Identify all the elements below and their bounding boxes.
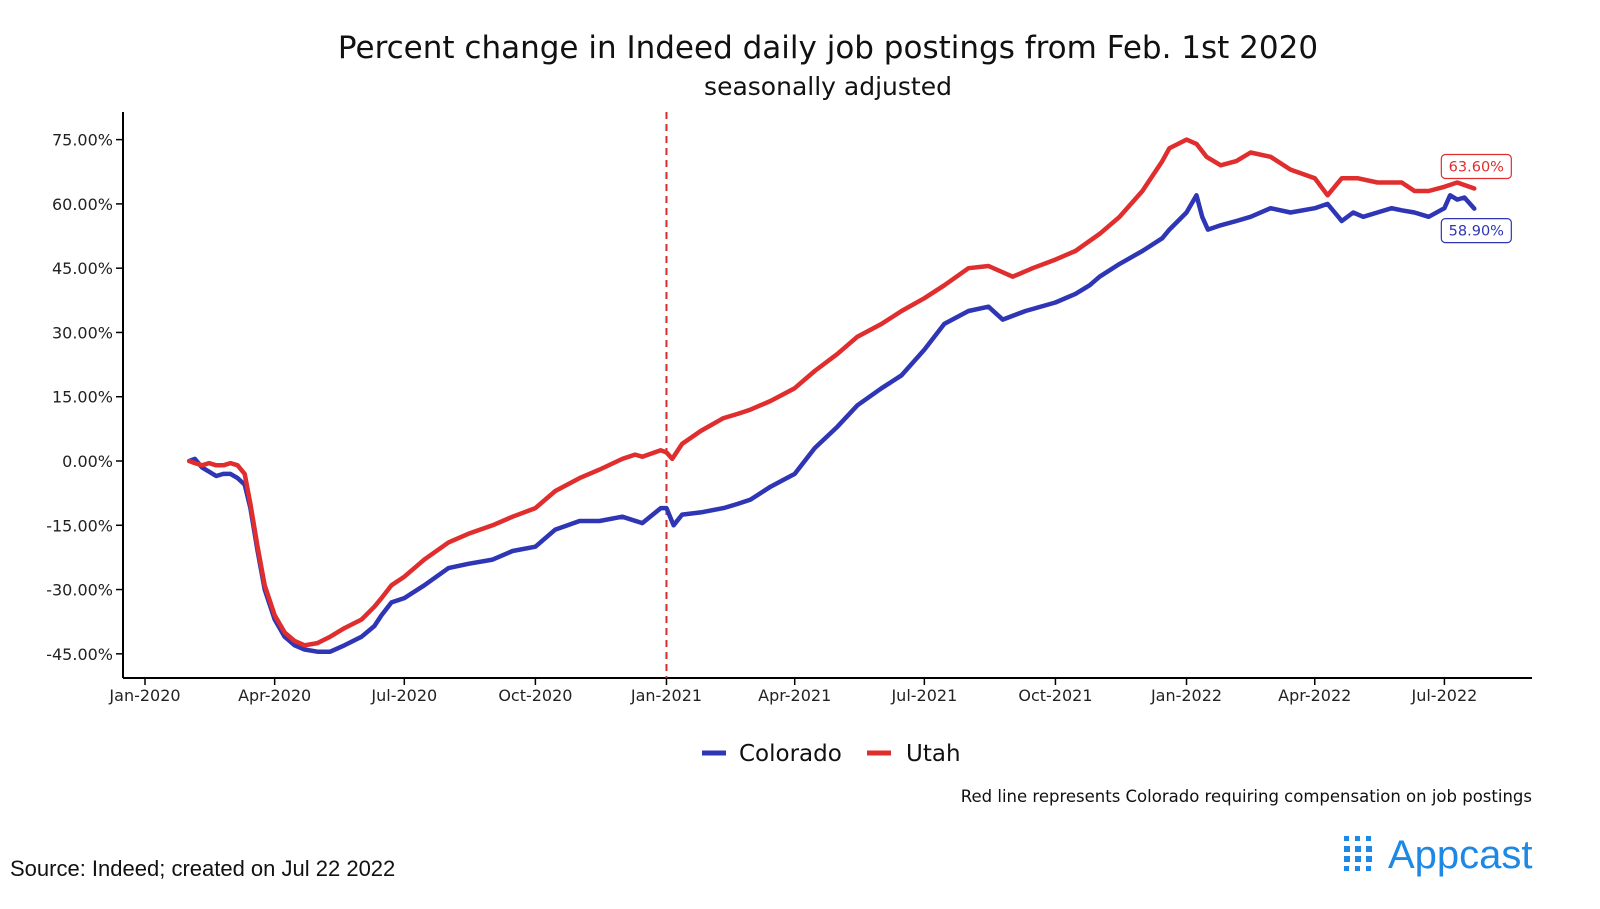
y-tick-label: -15.00% bbox=[46, 516, 113, 535]
brand-logo: Appcast bbox=[1344, 833, 1533, 877]
end-labels: 63.60% 58.90% bbox=[1440, 153, 1512, 244]
y-tick-label: -45.00% bbox=[46, 645, 113, 664]
x-tick-label: Apr-2020 bbox=[238, 686, 311, 705]
x-tick-label: Jul-2020 bbox=[370, 686, 437, 705]
end-label-utah: 63.60% bbox=[1449, 159, 1504, 175]
y-tick-label: 0.00% bbox=[62, 452, 113, 471]
y-axis-ticks: 75.00% 60.00% 45.00% 30.00% 15.00% 0.00% -15.0… bbox=[46, 131, 123, 664]
x-tick-label: Apr-2021 bbox=[758, 686, 831, 705]
legend: Colorado Utah bbox=[702, 741, 961, 767]
x-tick-label: Oct-2020 bbox=[498, 686, 572, 705]
logo-cell bbox=[1355, 836, 1360, 841]
source-text: Source: Indeed; created on Jul 22 2022 bbox=[10, 856, 395, 881]
logo-cell bbox=[1344, 836, 1349, 841]
chart-title: Percent change in Indeed daily job posti… bbox=[338, 30, 1318, 66]
logo-cell bbox=[1344, 866, 1349, 871]
x-tick-label: Jul-2022 bbox=[1411, 686, 1478, 705]
series-line-utah bbox=[186, 137, 1477, 648]
legend-label-colorado: Colorado bbox=[739, 741, 842, 767]
logo-cell bbox=[1366, 856, 1372, 862]
logo-cell bbox=[1366, 836, 1371, 841]
logo-cell bbox=[1355, 856, 1361, 862]
x-tick-label: Apr-2022 bbox=[1278, 686, 1351, 705]
logo-cell bbox=[1366, 866, 1371, 871]
logo-cell bbox=[1355, 846, 1361, 852]
y-tick-label: 30.00% bbox=[52, 323, 113, 342]
series-group bbox=[186, 137, 1477, 654]
end-label-colorado: 58.90% bbox=[1449, 224, 1504, 240]
chart-note: Red line represents Colorado requiring c… bbox=[961, 787, 1532, 806]
logo-cell bbox=[1344, 856, 1350, 862]
y-tick-label: -30.00% bbox=[46, 581, 113, 600]
x-tick-label: Jan-2022 bbox=[1150, 686, 1222, 705]
logo-cell bbox=[1366, 846, 1372, 852]
y-tick-label: 15.00% bbox=[52, 388, 113, 407]
logo-cell bbox=[1344, 846, 1350, 852]
grid-logo-icon bbox=[1344, 836, 1372, 871]
x-tick-label: Jan-2021 bbox=[630, 686, 702, 705]
legend-label-utah: Utah bbox=[906, 741, 961, 767]
end-label-box-utah bbox=[1440, 153, 1512, 180]
x-tick-label: Oct-2021 bbox=[1018, 686, 1092, 705]
x-tick-label: Jan-2020 bbox=[108, 686, 180, 705]
end-label-box-colorado bbox=[1440, 218, 1512, 244]
brand-name: Appcast bbox=[1388, 833, 1533, 877]
y-tick-label: 75.00% bbox=[52, 131, 113, 150]
x-tick-label: Jul-2021 bbox=[890, 686, 957, 705]
series-line-colorado bbox=[186, 193, 1477, 654]
logo-cell bbox=[1355, 866, 1360, 871]
x-axis-ticks: Jan-2020 Apr-2020 Jul-2020 Oct-2020 Jan-2021… bbox=[108, 678, 1477, 705]
y-tick-label: 60.00% bbox=[52, 195, 113, 214]
chart-subtitle: seasonally adjusted bbox=[704, 72, 952, 101]
y-tick-label: 45.00% bbox=[52, 259, 113, 278]
